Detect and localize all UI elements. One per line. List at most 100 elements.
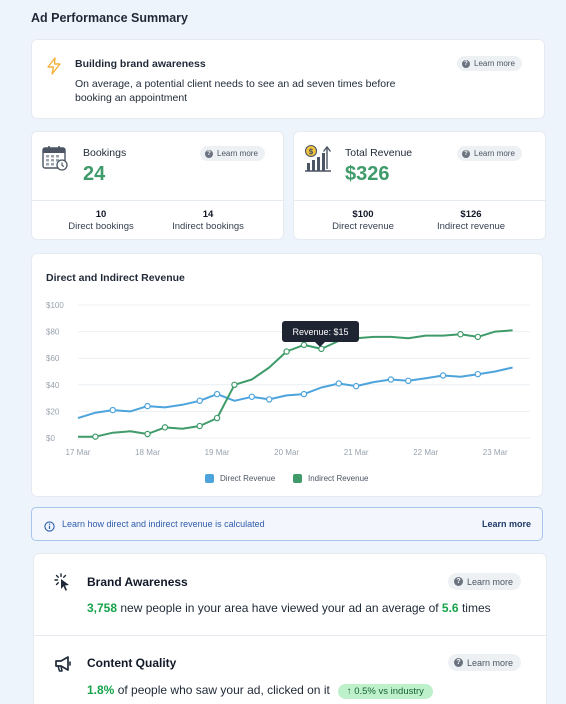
info-icon: [44, 519, 55, 537]
bookings-label: Bookings: [83, 147, 127, 159]
x-tick-label: 17 Mar: [66, 448, 91, 457]
data-point: [283, 348, 290, 355]
data-point: [318, 345, 325, 353]
calendar-icon: [41, 144, 69, 177]
direct-revenue-stat: $100 Direct revenue: [308, 209, 418, 232]
divider: [34, 635, 546, 636]
total-revenue-value: $326: [345, 163, 390, 185]
click-rate: 1.8%: [87, 683, 115, 697]
series-line-indirect: [78, 329, 513, 438]
money-growth-icon: $: [303, 144, 333, 179]
bookings-value: 24: [83, 163, 106, 185]
data-point: [161, 424, 169, 431]
tip-body: On average, a potential client needs to …: [75, 78, 396, 104]
brand-awareness-title: Brand Awareness: [87, 575, 188, 589]
direct-bookings-stat: 10 Direct bookings: [46, 209, 156, 232]
data-point: [300, 341, 308, 349]
y-tick-label: $40: [46, 381, 60, 390]
legend-swatch-direct: [205, 474, 214, 483]
data-point: [439, 372, 447, 379]
learn-more-label: Learn more: [467, 657, 514, 668]
content-quality-learn-more-button[interactable]: ? Learn more: [448, 654, 522, 671]
data-point: [109, 406, 116, 414]
chart-tooltip-pointer: [315, 342, 325, 347]
revenue-line-chart[interactable]: $0 $20 $40 $60 $80 $100 17 Mar 18 Mar 19 Mar 20 M…: [32, 254, 544, 498]
help-icon: ?: [205, 149, 213, 158]
legend-swatch-indirect: [293, 474, 302, 483]
brand-awareness-tip-card: Building brand awareness On average, a p…: [31, 39, 545, 119]
x-tick-label: 18 Mar: [135, 448, 160, 457]
brand-awareness-text: 3,758 new people in your area have viewe…: [87, 601, 491, 615]
legend-label-indirect: Indirect Revenue: [308, 474, 369, 483]
data-point: [213, 414, 221, 422]
indirect-bookings-label: Indirect bookings: [172, 221, 244, 232]
learn-more-label: Learn more: [474, 149, 515, 158]
divider: [294, 200, 545, 201]
data-point: [92, 433, 99, 440]
data-point: [248, 393, 256, 400]
direct-revenue-label: Direct revenue: [332, 221, 394, 232]
data-point: [387, 376, 395, 383]
data-point: [300, 390, 308, 398]
x-tick-label: 22 Mar: [413, 448, 438, 457]
new-viewers-count: 3,758: [87, 601, 118, 615]
bookings-learn-more-button[interactable]: ? Learn more: [200, 146, 265, 161]
data-point: [196, 422, 203, 430]
divider: [32, 200, 283, 201]
page-title: Ad Performance Summary: [31, 11, 189, 25]
indirect-revenue-label: Indirect revenue: [436, 221, 506, 232]
help-icon: ?: [454, 658, 463, 667]
content-quality-text: 1.8% of people who saw your ad, clicked …: [87, 683, 433, 699]
indirect-revenue-stat: $126 Indirect revenue: [416, 209, 526, 232]
y-tick-label: $60: [46, 354, 60, 363]
data-point: [266, 396, 273, 403]
chart-tooltip-text: Revenue: $15: [292, 327, 348, 337]
total-revenue-label: Total Revenue: [345, 147, 413, 159]
direct-bookings-value: 10: [95, 209, 107, 220]
info-learn-more-link[interactable]: Learn more: [481, 519, 531, 529]
bookings-card: Bookings 24 ? Learn more 10 Direct booki…: [31, 131, 284, 240]
data-point: [231, 381, 238, 388]
legend-item-direct[interactable]: Direct Revenue: [205, 474, 275, 483]
indirect-revenue-value: $126: [460, 209, 482, 220]
data-point: [144, 402, 151, 410]
data-point: [144, 430, 151, 438]
cursor-click-icon: [53, 573, 73, 598]
help-icon: ?: [462, 149, 470, 158]
learn-more-label: Learn more: [217, 149, 258, 158]
x-tick-label: 21 Mar: [344, 448, 369, 457]
tip-learn-more-button[interactable]: ? Learn more: [457, 56, 522, 71]
y-tick-label: $100: [46, 301, 64, 310]
total-revenue-card: $ Total Revenue $326 ? Learn more $100 D…: [293, 131, 546, 240]
y-tick-label: $80: [46, 328, 60, 337]
legend-item-indirect[interactable]: Indirect Revenue: [293, 474, 368, 483]
insights-card: Brand Awareness ? Learn more 3,758 new p…: [33, 553, 547, 704]
data-point: [405, 377, 412, 385]
indirect-bookings-stat: 14 Indirect bookings: [153, 209, 263, 232]
x-tick-label: 23 Mar: [483, 448, 508, 457]
chart-title: Direct and Indirect Revenue: [46, 272, 185, 284]
data-point: [352, 382, 360, 390]
revenue-chart-card: Direct and Indirect Revenue $0 $20 $40 $60 $…: [31, 253, 543, 497]
brand-awareness-learn-more-button[interactable]: ? Learn more: [448, 573, 522, 590]
data-point: [213, 390, 221, 398]
help-icon: ?: [462, 59, 470, 68]
indirect-bookings-value: 14: [202, 209, 214, 220]
content-quality-text-body: of people who saw your ad, clicked on it: [114, 683, 330, 697]
help-icon: ?: [454, 577, 463, 586]
series-line-direct: [77, 366, 513, 420]
data-point: [474, 333, 482, 341]
data-point: [335, 380, 342, 387]
direct-bookings-label: Direct bookings: [68, 221, 134, 232]
revenue-calculation-info-banner: Learn how direct and indirect revenue is…: [31, 507, 543, 541]
data-point: [196, 397, 203, 404]
x-tick-label: 20 Mar: [274, 448, 299, 457]
data-point: [474, 370, 482, 378]
direct-revenue-value: $100: [352, 209, 374, 220]
svg-text:$: $: [308, 147, 313, 156]
brand-awareness-text-mid: new people in your area have viewed your…: [117, 601, 442, 615]
y-tick-label: $0: [46, 434, 55, 443]
data-point: [457, 331, 464, 338]
learn-more-label: Learn more: [467, 576, 514, 587]
revenue-learn-more-button[interactable]: ? Learn more: [457, 146, 522, 161]
